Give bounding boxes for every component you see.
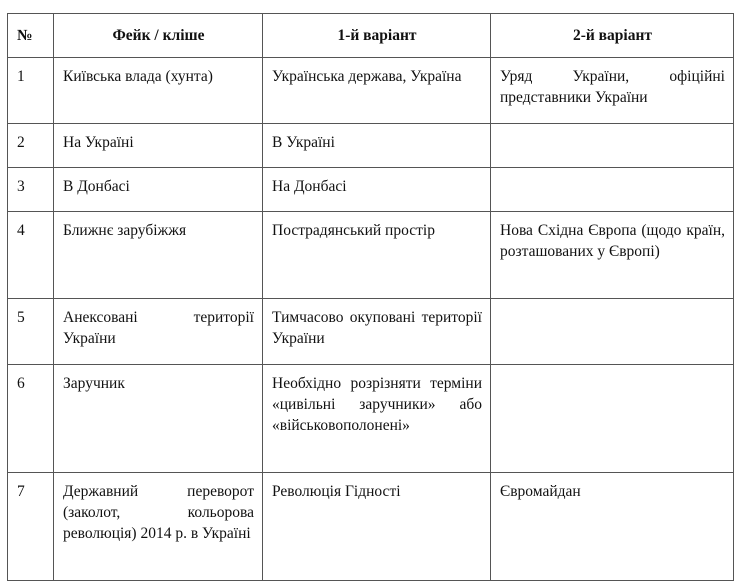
fake-cell: Анексовані території України (53, 298, 263, 365)
variant-1-cell: Пострадянський простір (262, 211, 491, 299)
row-number: 7 (7, 472, 54, 581)
fake-cell: В Донбасі (53, 167, 263, 212)
variant-1-cell: Тимчасово окуповані території України (262, 298, 491, 365)
fake-cell: На Україні (53, 123, 263, 168)
variant-2-cell: Уряд України, офіційні представники Укра… (490, 57, 734, 124)
fake-cell: Державний переворот (заколот, кольорова … (53, 472, 263, 581)
variant-2-cell: Нова Східна Європа (щодо країн, розташов… (490, 211, 734, 299)
header-fake: Фейк / кліше (53, 13, 263, 58)
header-variant-2: 2-й варіант (490, 13, 734, 58)
variant-1-cell: Необхідно розрізняти терміни «цивільні з… (262, 364, 491, 473)
fake-cell: Київська влада (хунта) (53, 57, 263, 124)
table-row: 6 Заручник Необхідно розрізняти терміни «ц… (7, 364, 734, 473)
variant-2-cell (490, 364, 734, 473)
variant-1-cell: Українська держава, Україна (262, 57, 491, 124)
variant-1-cell: На Донбасі (262, 167, 491, 212)
row-number: 2 (7, 123, 54, 168)
header-number: № (7, 13, 54, 58)
row-number: 3 (7, 167, 54, 212)
table-row: 7 Державний переворот (заколот, кольорова… (7, 472, 734, 581)
fake-cell: Ближнє зарубіжжя (53, 211, 263, 299)
table-row: 2 На Україні В Україні (7, 123, 734, 168)
variant-2-cell (490, 298, 734, 365)
variant-1-cell: Революція Гідності (262, 472, 491, 581)
fake-cell: Заручник (53, 364, 263, 473)
table-row: 1 Київська влада (хунта) Українська держав… (7, 57, 734, 124)
table-row: 5 Анексовані території України Тимчасово о… (7, 298, 734, 365)
row-number: 1 (7, 57, 54, 124)
row-number: 4 (7, 211, 54, 299)
table-header-row: № Фейк / кліше 1-й варіант 2-й варіант (7, 13, 734, 58)
variant-2-cell (490, 123, 734, 168)
clichés-table: № Фейк / кліше 1-й варіант 2-й варіант 1… (7, 13, 734, 581)
variant-1-cell: В Україні (262, 123, 491, 168)
variant-2-cell: Євромайдан (490, 472, 734, 581)
variant-2-cell (490, 167, 734, 212)
table-row: 4 Ближнє зарубіжжя Пострадянський простір Н… (7, 211, 734, 299)
row-number: 6 (7, 364, 54, 473)
row-number: 5 (7, 298, 54, 365)
header-variant-1: 1-й варіант (262, 13, 491, 58)
